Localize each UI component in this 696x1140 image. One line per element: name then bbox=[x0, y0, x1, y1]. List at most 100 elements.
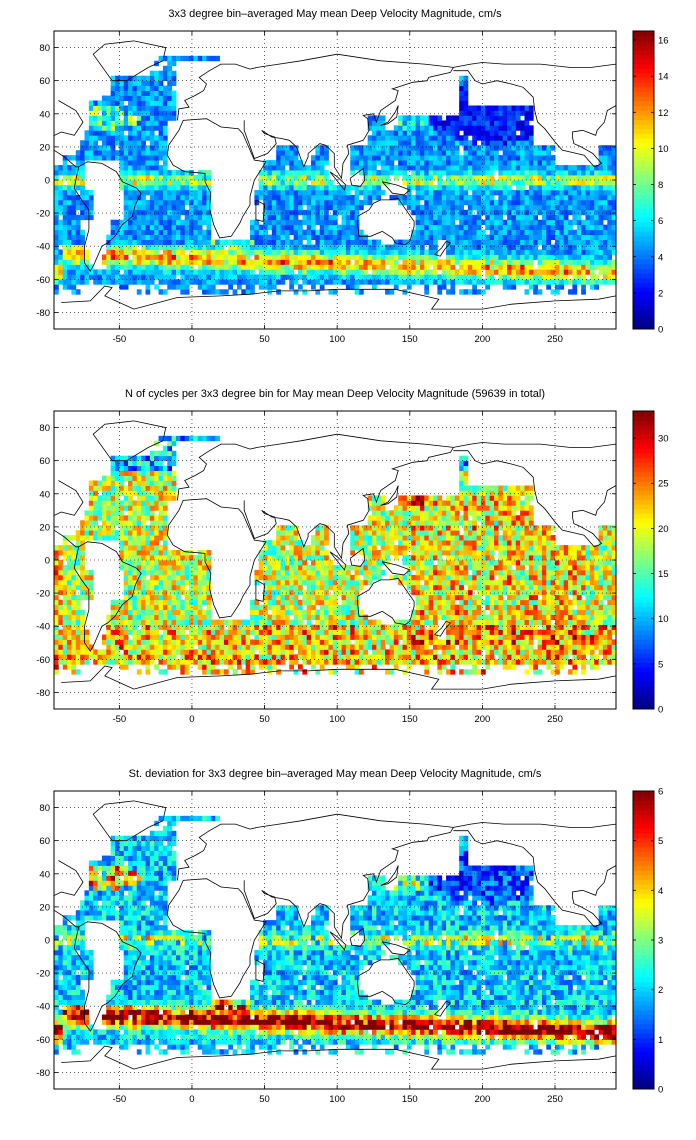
heatmap-cell bbox=[162, 140, 168, 146]
heatmap-cell bbox=[184, 264, 190, 270]
heatmap-cell bbox=[114, 634, 120, 640]
heatmap-cell bbox=[88, 209, 94, 216]
heatmap-cell bbox=[602, 239, 608, 245]
heatmap-cell bbox=[58, 545, 64, 551]
heatmap-cell bbox=[171, 219, 177, 226]
heatmap-cell bbox=[424, 184, 430, 191]
heatmap-cell bbox=[189, 194, 194, 201]
heatmap-cell bbox=[106, 150, 112, 156]
heatmap-cell bbox=[297, 239, 303, 245]
heatmap-cell bbox=[80, 649, 85, 655]
heatmap-cell bbox=[311, 160, 316, 166]
heatmap-cell bbox=[263, 274, 268, 280]
heatmap-cell bbox=[62, 654, 68, 660]
heatmap-cell bbox=[258, 224, 264, 231]
heatmap-cell bbox=[154, 95, 159, 101]
heatmap-cell bbox=[524, 259, 530, 265]
heatmap-cell bbox=[54, 550, 59, 556]
heatmap-cell bbox=[263, 634, 268, 640]
heatmap-cell bbox=[406, 249, 412, 255]
heatmap-cell bbox=[202, 659, 207, 665]
heatmap-cell bbox=[250, 649, 255, 655]
heatmap-cell bbox=[498, 170, 504, 176]
heatmap-cell bbox=[454, 244, 460, 250]
heatmap-cell bbox=[459, 155, 464, 161]
heatmap-cell bbox=[533, 219, 538, 226]
heatmap-cell bbox=[411, 229, 416, 236]
heatmap-cell bbox=[119, 125, 125, 131]
heatmap-cell bbox=[154, 579, 159, 586]
heatmap-cell bbox=[372, 244, 377, 250]
heatmap-cell bbox=[67, 550, 72, 556]
heatmap-cell bbox=[141, 234, 146, 240]
heatmap-cell bbox=[263, 644, 268, 650]
heatmap-cell bbox=[167, 470, 173, 476]
heatmap-cell bbox=[502, 229, 508, 236]
heatmap-cell bbox=[437, 224, 443, 231]
heatmap-cell bbox=[180, 560, 186, 566]
heatmap-cell bbox=[119, 219, 125, 226]
heatmap-cell bbox=[367, 274, 373, 280]
heatmap-cell bbox=[180, 180, 186, 186]
heatmap-cell bbox=[385, 145, 390, 151]
heatmap-cell bbox=[476, 110, 482, 116]
heatmap-cell bbox=[80, 254, 85, 260]
heatmap-cell bbox=[254, 574, 260, 581]
heatmap-cell bbox=[119, 160, 125, 166]
heatmap-cell bbox=[581, 204, 586, 211]
heatmap-cell bbox=[128, 90, 133, 96]
heatmap-cell bbox=[241, 624, 247, 630]
heatmap-cell bbox=[511, 239, 517, 245]
heatmap-cell bbox=[393, 150, 399, 156]
heatmap-cell bbox=[302, 249, 308, 255]
heatmap-cell bbox=[67, 639, 72, 645]
heatmap-cell bbox=[546, 194, 552, 201]
heatmap-cell bbox=[415, 120, 421, 126]
heatmap-cell bbox=[154, 175, 159, 181]
heatmap-cell bbox=[258, 189, 264, 196]
heatmap-cell bbox=[106, 115, 112, 121]
heatmap-cell bbox=[193, 639, 199, 645]
heatmap-cell bbox=[106, 274, 112, 280]
heatmap-cell bbox=[54, 654, 59, 660]
heatmap-cell bbox=[533, 239, 538, 245]
heatmap-cell bbox=[341, 184, 347, 191]
heatmap-cell bbox=[602, 269, 608, 275]
heatmap-cell bbox=[245, 239, 251, 245]
heatmap-cell bbox=[585, 189, 591, 196]
heatmap-cell bbox=[114, 239, 120, 245]
heatmap-cell bbox=[297, 199, 303, 206]
heatmap-cell bbox=[324, 224, 329, 231]
heatmap-cell bbox=[167, 189, 173, 196]
heatmap-cell bbox=[158, 525, 164, 531]
heatmap-cell bbox=[480, 140, 486, 146]
heatmap-cell bbox=[463, 175, 469, 181]
heatmap-cell bbox=[110, 75, 116, 82]
heatmap-cell bbox=[324, 199, 329, 206]
heatmap-cell bbox=[162, 515, 168, 521]
heatmap-cell bbox=[354, 279, 360, 285]
heatmap-cell bbox=[123, 75, 129, 82]
heatmap-cell bbox=[245, 284, 251, 290]
heatmap-cell bbox=[132, 249, 138, 255]
heatmap-cell bbox=[171, 75, 177, 82]
heatmap-cell bbox=[149, 629, 155, 635]
heatmap-cell bbox=[128, 614, 133, 620]
heatmap-cell bbox=[284, 150, 290, 156]
heatmap-cell bbox=[67, 209, 72, 216]
heatmap-cell bbox=[498, 269, 504, 275]
heatmap-cell bbox=[380, 249, 386, 255]
heatmap-cell bbox=[223, 629, 229, 635]
heatmap-cell bbox=[541, 150, 547, 156]
heatmap-cell bbox=[419, 204, 425, 211]
heatmap-cell bbox=[80, 160, 85, 166]
heatmap-cell bbox=[585, 249, 591, 255]
heatmap-cell bbox=[202, 639, 207, 645]
heatmap-cell bbox=[167, 90, 173, 96]
heatmap-cell bbox=[576, 214, 582, 221]
heatmap-cell bbox=[171, 584, 177, 591]
heatmap-cell bbox=[494, 249, 499, 255]
heatmap-cell bbox=[71, 555, 77, 561]
heatmap-cell bbox=[480, 125, 486, 131]
heatmap-cell bbox=[88, 649, 94, 655]
